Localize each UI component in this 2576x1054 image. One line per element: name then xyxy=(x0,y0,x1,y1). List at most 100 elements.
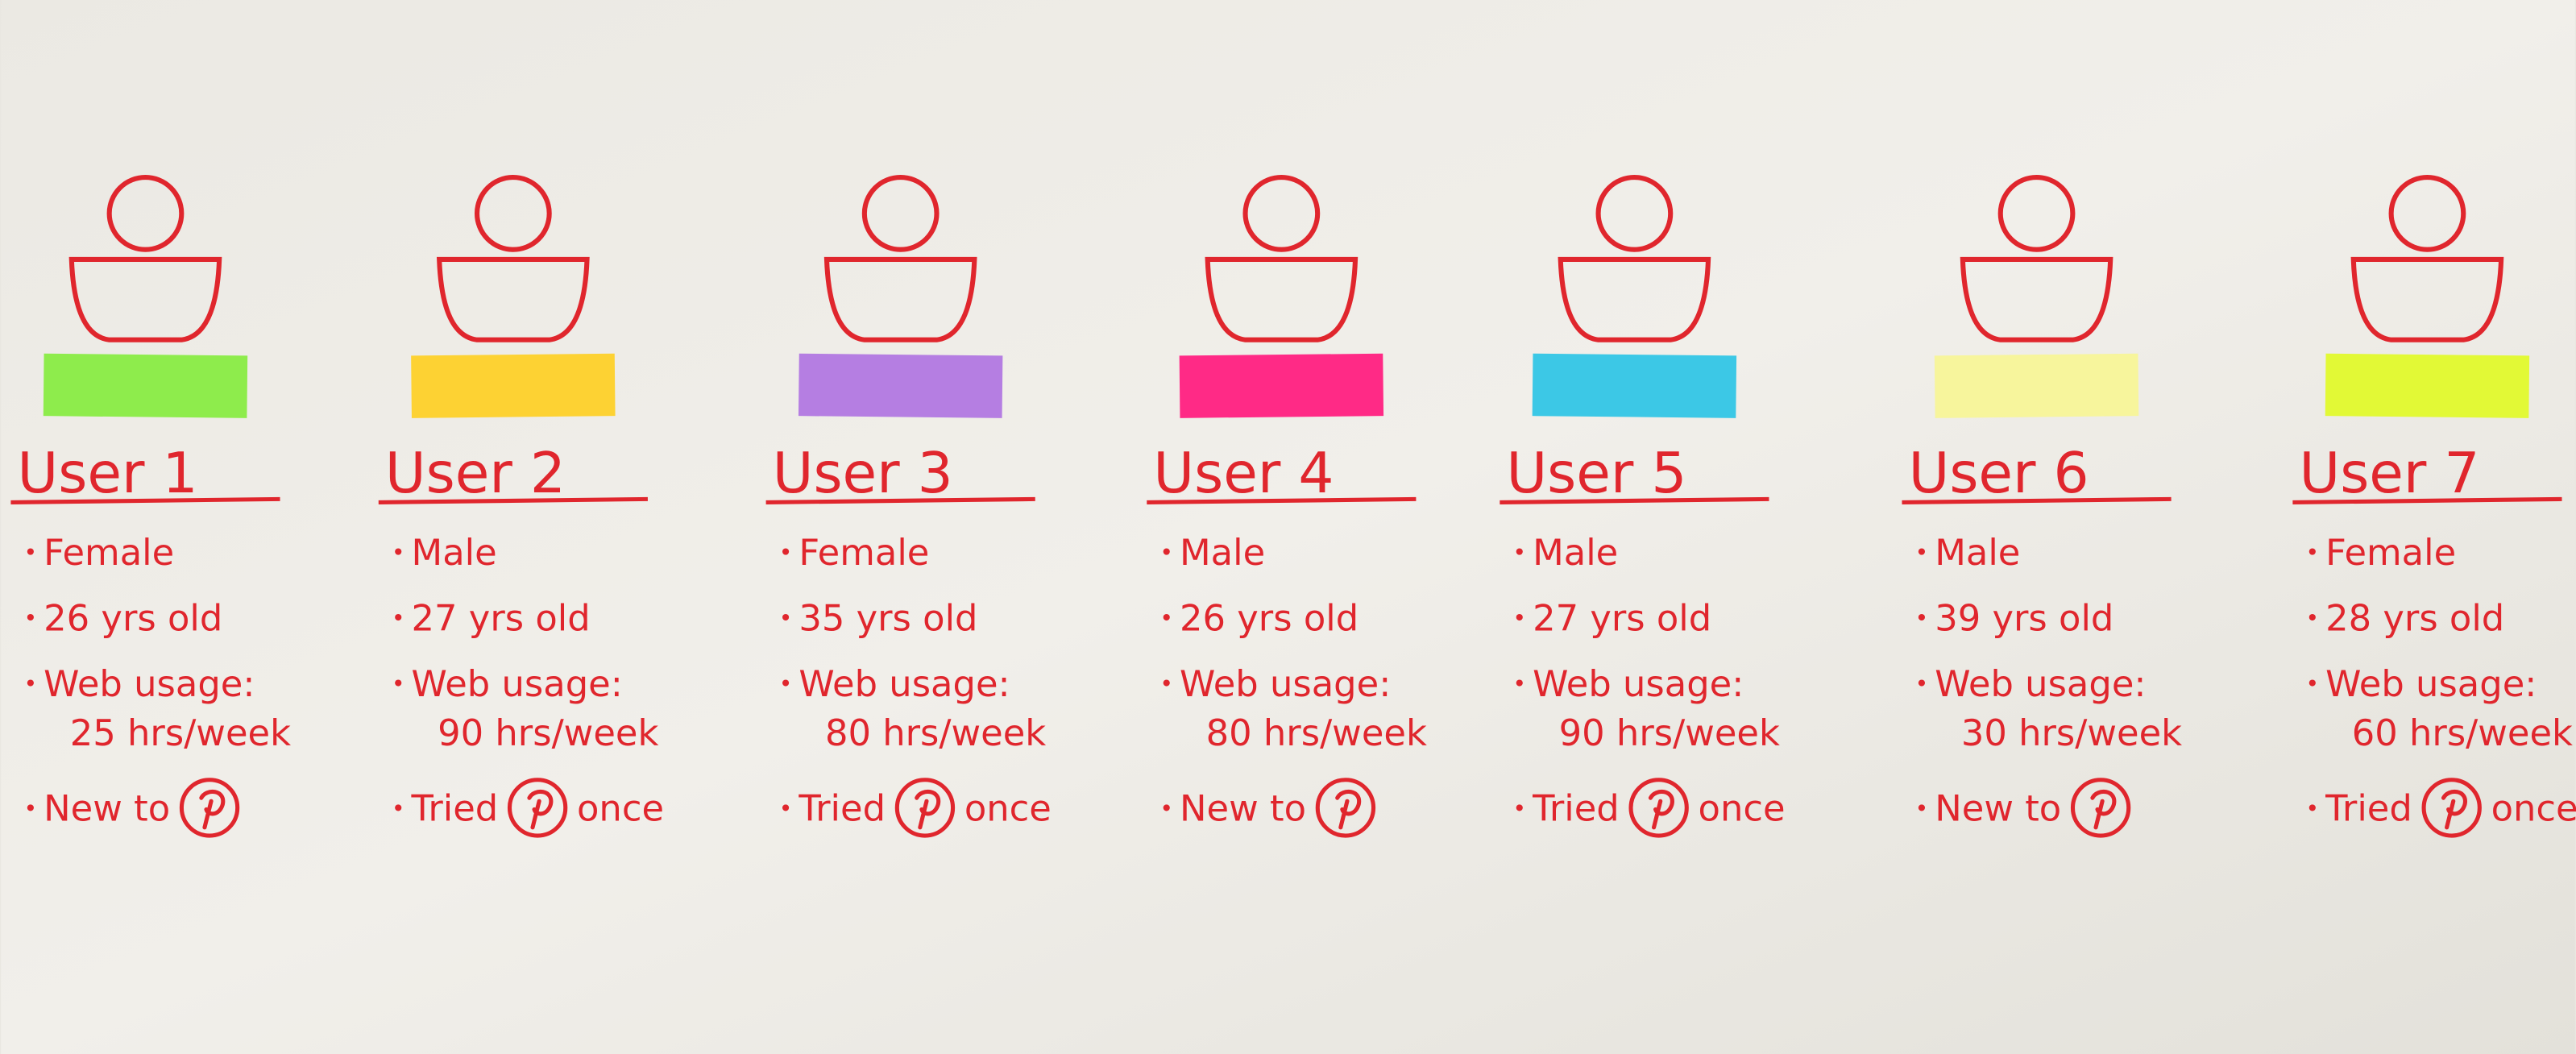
bullet-text: 39 yrs old xyxy=(1935,596,2113,639)
bullet-text: Male xyxy=(1180,531,1265,574)
bullet-text: Male xyxy=(412,531,497,574)
head xyxy=(2388,174,2466,252)
pinterest-icon xyxy=(1315,778,1376,838)
user-column: User 7 Female 28 yrs old Web usage: 60 hrs/w… xyxy=(2292,174,2576,838)
bullet-text: 26 yrs old xyxy=(1180,596,1359,639)
body xyxy=(437,256,590,342)
icon-ring xyxy=(894,778,956,838)
bullet-text: 35 yrs old xyxy=(799,596,977,639)
bullet xyxy=(395,804,402,811)
bullet xyxy=(1918,679,1926,687)
bullet-text: Female xyxy=(44,531,174,574)
bullet xyxy=(1163,679,1170,687)
bullet-text: New to xyxy=(1935,787,2061,830)
body xyxy=(823,256,977,342)
bullet xyxy=(1163,804,1170,811)
bullet-text: Web usage: xyxy=(44,662,255,705)
bullet-detail: 25 hrs/week xyxy=(70,712,291,754)
bullet xyxy=(27,613,34,621)
bullet xyxy=(395,613,402,621)
icon-p xyxy=(915,789,941,830)
bullet-text: Male xyxy=(1533,531,1618,574)
bullet-text: Web usage: xyxy=(1180,662,1391,705)
bullet xyxy=(2308,548,2316,555)
body xyxy=(1558,256,1711,342)
underline xyxy=(10,496,280,504)
bullet-text: Web usage: xyxy=(1533,662,1744,705)
user-name: User 2 xyxy=(385,442,566,506)
underline xyxy=(2292,496,2562,504)
sticky-note xyxy=(798,353,1003,418)
icon-p xyxy=(2441,789,2467,830)
bullet-detail: 90 hrs/week xyxy=(438,712,658,754)
underline xyxy=(1147,496,1417,504)
bullet-after: once xyxy=(577,787,664,830)
user-name: User 6 xyxy=(1909,442,2089,506)
sticky-note xyxy=(43,353,248,418)
icon-p xyxy=(2090,789,2117,830)
user-name: User 5 xyxy=(1506,442,1686,506)
head xyxy=(861,174,940,252)
bullet xyxy=(1163,613,1170,621)
head xyxy=(106,174,185,252)
bullet-text: Web usage: xyxy=(799,662,1010,705)
bullet-after: once xyxy=(1699,787,1786,830)
head xyxy=(474,174,552,252)
bullet xyxy=(2308,613,2316,621)
body xyxy=(68,256,222,342)
icon-ring xyxy=(179,778,240,838)
bullet xyxy=(1516,613,1523,621)
pinterest-icon xyxy=(179,778,240,838)
bullet-text: Male xyxy=(1935,531,2020,574)
bullet xyxy=(782,613,790,621)
bullet-after: once xyxy=(964,787,1052,830)
bullet-text: New to xyxy=(44,787,170,830)
body xyxy=(1960,256,2113,342)
user-column: User 5 Male 27 yrs old Web usage: 90 hrs/wee… xyxy=(1500,174,1786,838)
user-name: User 7 xyxy=(2300,442,2480,506)
icon-ring xyxy=(2421,778,2482,838)
underline xyxy=(378,496,648,504)
bullet xyxy=(782,548,790,555)
bullet xyxy=(27,679,34,687)
bullet xyxy=(1918,548,1926,555)
bullet xyxy=(1918,804,1926,811)
bullet-text: New to xyxy=(1180,787,1306,830)
bullet-text: 28 yrs old xyxy=(2325,596,2504,639)
underline xyxy=(1500,496,1769,504)
icon-ring xyxy=(1315,778,1376,838)
bullet-text: Web usage: xyxy=(412,662,623,705)
bullet-text: Web usage: xyxy=(1935,662,2146,705)
user-column: User 1 Female 26 yrs old Web usage: 25 hrs/w… xyxy=(10,174,291,838)
body xyxy=(2350,256,2504,342)
bullet-detail: 90 hrs/week xyxy=(1559,712,1780,754)
underline xyxy=(765,496,1035,504)
bullet xyxy=(395,548,402,555)
bullet-text: Tried xyxy=(798,787,886,830)
bullet xyxy=(1163,548,1170,555)
sticky-note xyxy=(411,353,616,418)
bullet xyxy=(1516,548,1523,555)
sticky-note xyxy=(1532,353,1737,418)
bullet-text: Tried xyxy=(411,787,499,830)
bullet-text: Female xyxy=(2325,531,2456,574)
bullet-text: Female xyxy=(799,531,929,574)
head xyxy=(1242,174,1321,252)
pinterest-icon xyxy=(507,778,568,838)
pinterest-icon xyxy=(1628,778,1689,838)
sticky-note xyxy=(2325,353,2530,418)
bullet-detail: 80 hrs/week xyxy=(825,712,1046,754)
sticky-note xyxy=(1179,353,1384,418)
bullet-text: 26 yrs old xyxy=(44,596,222,639)
bullet-detail: 30 hrs/week xyxy=(1961,712,2182,754)
user-column: User 2 Male 27 yrs old Web usage: 90 hrs/wee… xyxy=(378,174,664,838)
icon-ring xyxy=(2070,778,2131,838)
bullet xyxy=(1516,679,1523,687)
bullet xyxy=(1516,804,1523,811)
pinterest-icon xyxy=(2421,778,2482,838)
icon-p xyxy=(1335,789,1362,830)
bullet xyxy=(782,679,790,687)
bullet xyxy=(395,679,402,687)
